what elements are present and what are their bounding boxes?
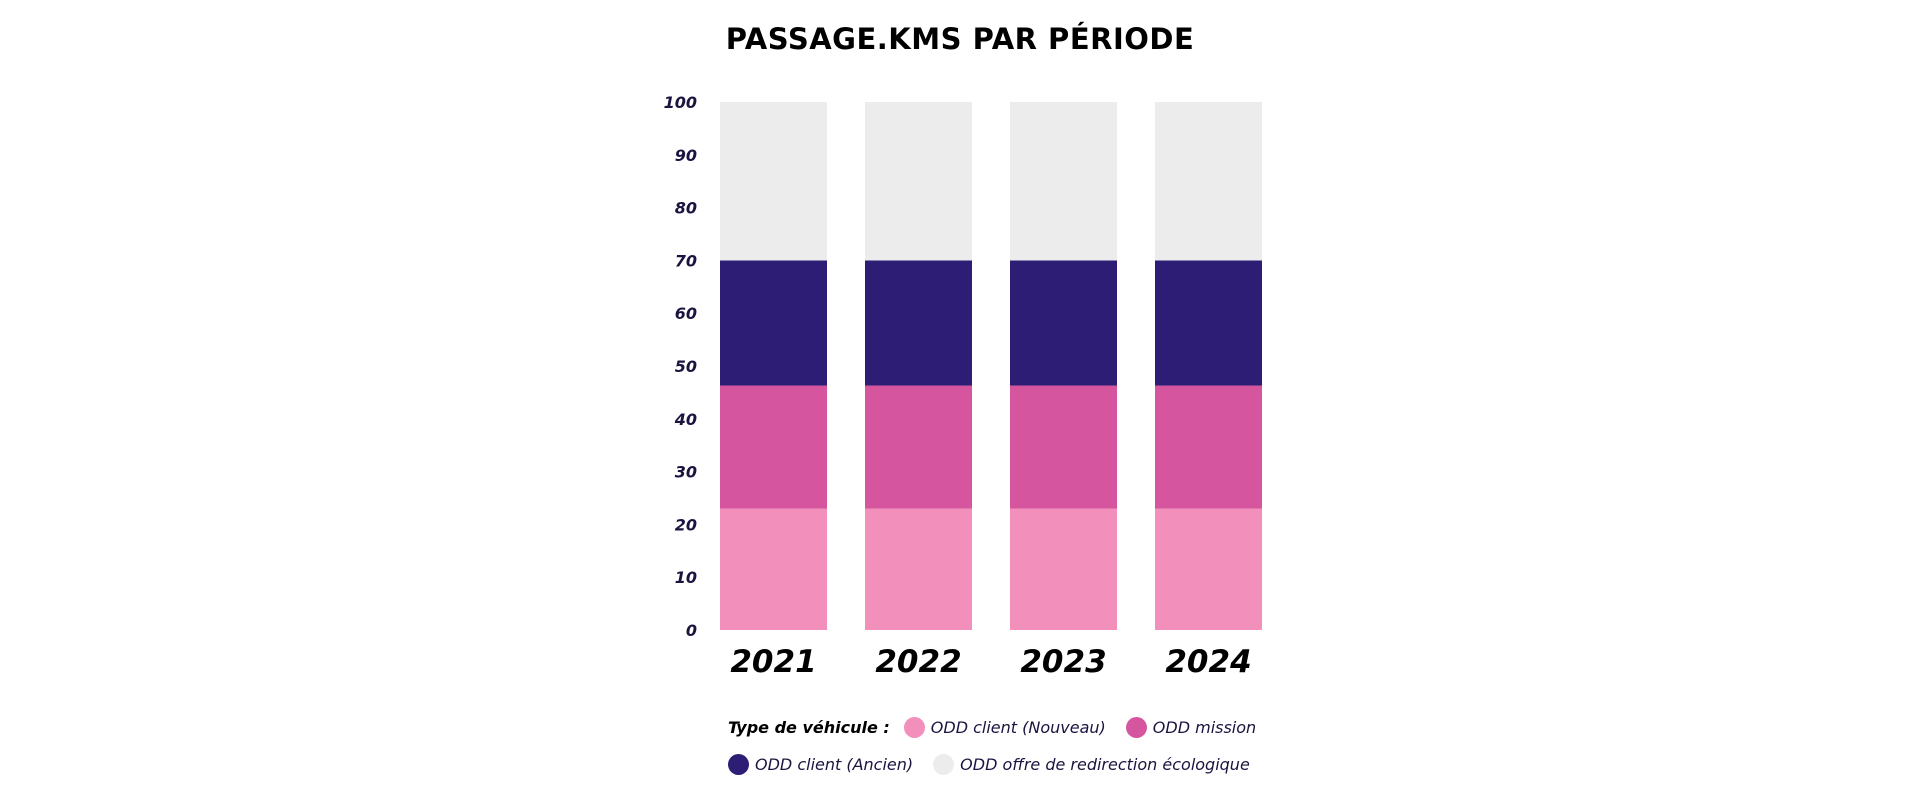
legend-label-odd-mission: ODD mission xyxy=(1152,717,1257,737)
bar-2021-segment-1 xyxy=(720,385,827,509)
y-tick-label-60: 60 xyxy=(675,304,697,323)
bar-2021-segment-2 xyxy=(720,260,827,386)
legend-row-1: Type de véhicule : ODD client (Nouveau) … xyxy=(728,712,1288,742)
bar-2021-segment-3 xyxy=(720,102,827,261)
legend-swatch-odd-client-ancien xyxy=(728,753,749,775)
x-category-label-2024: 2024 xyxy=(1165,644,1251,680)
legend: Type de véhicule : ODD client (Nouveau) … xyxy=(728,712,1288,786)
y-tick-label-40: 40 xyxy=(674,410,697,429)
x-category-label-2022: 2022 xyxy=(875,644,961,680)
x-axis: 2021 2022 2023 2024 xyxy=(730,644,1251,680)
bars xyxy=(720,102,1262,630)
y-tick-label-30: 30 xyxy=(675,463,697,482)
legend-swatch-odd-mission xyxy=(1125,716,1147,738)
x-category-label-2023: 2023 xyxy=(1020,644,1106,680)
y-tick-label-50: 50 xyxy=(675,357,697,376)
bar-2023-segment-1 xyxy=(1010,385,1117,509)
y-tick-label-70: 70 xyxy=(675,251,697,270)
y-axis: 0 10 20 30 40 50 60 70 80 90 100 xyxy=(664,93,697,640)
legend-item-odd-offre-redirection: ODD offre de redirection écologique xyxy=(933,753,1250,775)
bar-2022-segment-1 xyxy=(865,385,972,509)
bar-2022-segment-0 xyxy=(865,508,972,630)
y-tick-label-0: 0 xyxy=(686,621,697,640)
y-tick-label-90: 90 xyxy=(675,146,697,165)
legend-item-odd-client-ancien: ODD client (Ancien) xyxy=(728,753,914,775)
legend-swatch-odd-client-nouveau xyxy=(903,716,925,738)
bar-2024-segment-1 xyxy=(1155,385,1262,509)
chart-title: PASSAGE.KMS PAR PÉRIODE xyxy=(725,22,1195,56)
y-tick-label-20: 20 xyxy=(675,515,697,534)
legend-label-odd-client-ancien: ODD client (Ancien) xyxy=(755,754,914,774)
legend-item-odd-client-nouveau: ODD client (Nouveau) xyxy=(903,716,1106,738)
bar-2024-segment-3 xyxy=(1155,102,1262,261)
bar-2023-segment-0 xyxy=(1010,508,1117,630)
x-category-label-2021: 2021 xyxy=(730,644,816,680)
legend-label-odd-offre-redirection: ODD offre de redirection écologique xyxy=(960,754,1250,774)
legend-row-2: ODD client (Ancien) ODD offre de redirec… xyxy=(728,749,1288,779)
legend-label-odd-client-nouveau: ODD client (Nouveau) xyxy=(930,717,1106,737)
bar-2024-segment-2 xyxy=(1155,260,1262,386)
bar-2022-segment-3 xyxy=(865,102,972,261)
y-tick-label-100: 100 xyxy=(664,93,697,112)
stacked-bar-chart: 0 10 20 30 40 50 60 70 80 90 100 2021 2022 2023 2024 xyxy=(664,93,1262,680)
legend-title: Type de véhicule : xyxy=(728,717,890,737)
legend-swatch-odd-offre-redirection xyxy=(933,753,955,775)
bar-2023-segment-3 xyxy=(1010,102,1117,261)
y-tick-label-10: 10 xyxy=(675,568,697,587)
bar-2022-segment-2 xyxy=(865,260,972,386)
y-tick-label-80: 80 xyxy=(675,199,697,218)
bar-2024-segment-0 xyxy=(1155,508,1262,630)
bar-2021-segment-0 xyxy=(720,508,827,630)
bar-2023-segment-2 xyxy=(1010,260,1117,386)
legend-item-odd-mission: ODD mission xyxy=(1125,716,1257,738)
